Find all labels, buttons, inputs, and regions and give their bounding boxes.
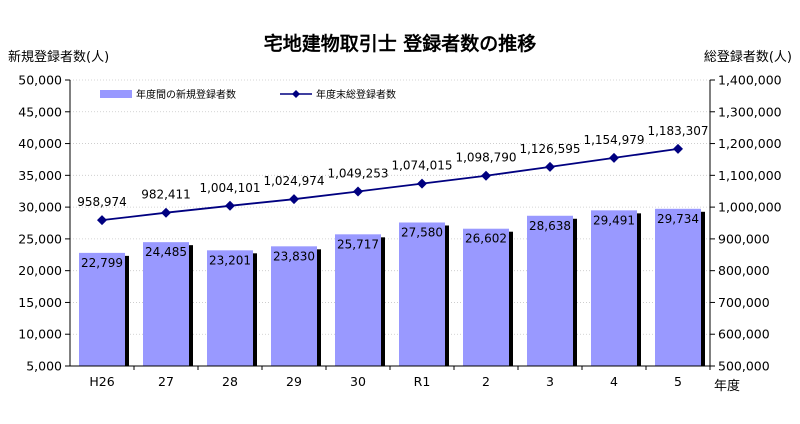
- bar-value-label: 25,717: [337, 237, 379, 251]
- legend-line-label: 年度末総登録者数: [316, 88, 396, 101]
- left-axis-tick-label: 5,000: [26, 359, 62, 374]
- left-axis-tick-label: 10,000: [18, 327, 62, 342]
- line-point: [417, 178, 427, 189]
- x-axis-tick-label: 28: [222, 374, 238, 389]
- x-axis-tick-label: 27: [158, 374, 174, 389]
- x-axis-tick-label: R1: [414, 374, 431, 389]
- line-point: [289, 194, 299, 205]
- labels-layer: 22,799 24,485 23,201 23,830 25,717 27,580 26,6…: [77, 124, 708, 270]
- bar-value-label: 26,602: [465, 232, 507, 246]
- x-axis-tick-label: 29: [286, 374, 302, 389]
- line-value-label: 1,126,595: [519, 142, 580, 156]
- x-axis-title: 年度: [714, 378, 740, 394]
- bar-value-label: 23,830: [273, 249, 315, 263]
- x-axis-tick-label: 5: [674, 374, 682, 389]
- bar-value-label: 29,491: [593, 213, 635, 227]
- bar-value-label: 22,799: [81, 256, 123, 270]
- line-value-label: 1,004,101: [199, 181, 260, 195]
- axes-layer: 5,000 10,000 15,000 20,000 25,000 30,000 35,00…: [18, 73, 781, 390]
- legend-bar-swatch: [100, 90, 132, 98]
- x-axis-tick-label: 4: [610, 374, 618, 389]
- x-axis-tick-label: 30: [350, 374, 366, 389]
- right-axis-tick-label: 1,300,000: [718, 104, 782, 119]
- bar: [527, 215, 573, 366]
- bar-value-label: 24,485: [145, 245, 187, 259]
- right-axis-tick-label: 1,200,000: [718, 136, 782, 151]
- bars-layer: [79, 208, 705, 366]
- line-layer: [97, 143, 683, 226]
- left-axis-tick-label: 20,000: [18, 263, 62, 278]
- line-point: [97, 215, 107, 226]
- bar-value-label: 29,734: [657, 212, 699, 226]
- right-axis-tick-label: 1,000,000: [718, 200, 782, 215]
- left-axis-tick-label: 30,000: [18, 200, 62, 215]
- bar: [591, 210, 637, 366]
- right-axis-tick-label: 500,000: [718, 359, 770, 374]
- bar-value-label: 28,638: [529, 219, 571, 233]
- bar-value-label: 23,201: [209, 253, 251, 267]
- total-registrants-line: [101, 147, 679, 222]
- right-axis-tick-label: 1,400,000: [718, 73, 782, 88]
- right-axis-tick-label: 600,000: [718, 327, 770, 342]
- bar-value-label: 27,580: [401, 225, 443, 239]
- line-value-label: 1,074,015: [391, 159, 452, 173]
- left-axis-tick-label: 25,000: [18, 231, 62, 246]
- bar: [399, 222, 445, 366]
- right-axis-title: 総登録者数(人): [704, 50, 792, 65]
- left-axis-tick-label: 40,000: [18, 136, 62, 151]
- bar: [655, 208, 701, 366]
- right-axis-tick-label: 1,100,000: [718, 168, 782, 183]
- line-value-label: 1,098,790: [455, 151, 516, 165]
- right-axis-tick-label: 800,000: [718, 263, 770, 278]
- bar: [271, 246, 317, 366]
- left-axis-tick-label: 50,000: [18, 73, 62, 88]
- line-value-label: 1,024,974: [263, 174, 324, 188]
- line-point: [673, 143, 683, 154]
- line-value-label: 1,154,979: [583, 133, 644, 147]
- bar: [79, 252, 125, 366]
- line-point: [161, 207, 171, 218]
- line-value-label: 958,974: [77, 195, 127, 209]
- x-axis-tick-label: H26: [89, 374, 114, 389]
- left-axis-tick-label: 45,000: [18, 104, 62, 119]
- bar: [335, 234, 381, 366]
- line-value-label: 1,049,253: [327, 166, 388, 180]
- bar: [143, 242, 189, 366]
- line-value-label: 1,183,307: [647, 124, 708, 138]
- x-axis-tick-label: 2: [482, 374, 490, 389]
- legend-bar-label: 年度間の新規登録者数: [136, 88, 236, 101]
- chart-title: 宅地建物取引士 登録者数の推移: [264, 32, 537, 55]
- left-axis-tick-label: 35,000: [18, 168, 62, 183]
- right-axis-tick-label: 700,000: [718, 295, 770, 310]
- line-point: [481, 170, 491, 181]
- line-point: [609, 152, 619, 163]
- x-axis-tick-label: 3: [546, 374, 554, 389]
- legend-line-marker: [292, 90, 300, 98]
- line-point: [225, 200, 235, 211]
- left-axis-title: 新規登録者数(人): [8, 49, 109, 65]
- line-point: [545, 161, 555, 172]
- line-point: [353, 186, 363, 197]
- legend: 年度間の新規登録者数 年度末総登録者数: [100, 88, 396, 101]
- right-axis-tick-label: 900,000: [718, 231, 770, 246]
- bar: [463, 228, 509, 366]
- line-value-label: 982,411: [141, 188, 191, 202]
- left-axis-tick-label: 15,000: [18, 295, 62, 310]
- bar: [207, 250, 253, 366]
